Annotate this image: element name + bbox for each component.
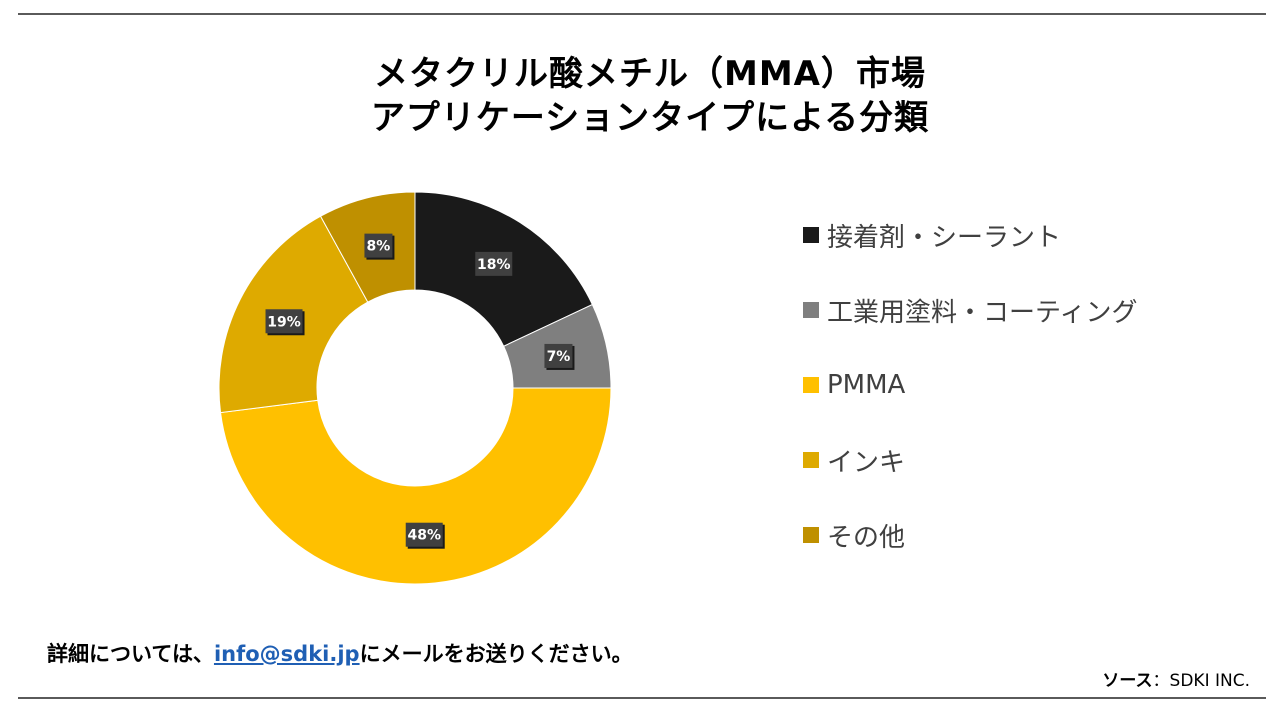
legend-label: その他 — [827, 522, 906, 553]
data-label-box — [475, 251, 513, 276]
contact-prefix: 詳細については、 — [47, 642, 214, 666]
chart-title-line2: アプリケーションタイプによる分類 — [370, 98, 930, 138]
legend-label: 接着剤・シーラント — [827, 222, 1062, 253]
data-label-box — [265, 309, 303, 334]
legend-label: 工業用塗料・コーティング — [827, 297, 1138, 328]
donut-chart: 18% 7% 48% 19% 8% — [218, 191, 612, 585]
data-label-text: 8% — [367, 239, 391, 255]
data-label-adhesives: 18% — [475, 251, 515, 278]
legend-item-ink: インキ — [803, 441, 1137, 479]
data-label-box — [544, 343, 573, 368]
contact-suffix: にメールをお送りください。 — [359, 642, 633, 666]
contact-note: 詳細については、info@sdki.jpにメールをお送りください。 — [47, 638, 633, 668]
source-credit: ソース：SDKI INC. — [1102, 666, 1250, 691]
legend-swatch — [803, 527, 819, 543]
source-value: ：SDKI INC. — [1152, 671, 1250, 691]
legend-item-other: その他 — [803, 516, 1137, 554]
data-label-text: 18% — [477, 257, 511, 273]
slice-pmma — [219, 387, 612, 585]
legend-label: PMMA — [827, 370, 906, 400]
bottom-divider — [18, 697, 1266, 699]
legend-swatch — [803, 227, 819, 243]
legend-label: インキ — [827, 447, 906, 478]
data-label-other: 8% — [364, 233, 395, 260]
data-label-coatings: 7% — [544, 343, 575, 370]
source-label: ソース — [1102, 671, 1153, 691]
data-label-box — [405, 522, 443, 547]
top-divider — [18, 13, 1266, 15]
legend-item-adhesives: 接着剤・シーラント — [803, 216, 1137, 254]
legend-item-pmma: PMMA — [803, 366, 1137, 404]
legend-swatch — [803, 452, 819, 468]
chart-title-line1: メタクリル酸メチル（MMA）市場 — [374, 54, 926, 94]
data-label-box — [364, 233, 393, 258]
legend-swatch — [803, 302, 819, 318]
chart-legend: 接着剤・シーラント 工業用塗料・コーティング PMMA インキ その他 — [803, 216, 1137, 591]
legend-item-coatings: 工業用塗料・コーティング — [803, 291, 1137, 329]
data-label-ink: 19% — [265, 309, 305, 336]
data-label-text: 48% — [407, 528, 441, 544]
data-label-pmma: 48% — [405, 522, 445, 549]
email-link[interactable]: info@sdki.jp — [213, 642, 360, 666]
legend-swatch — [803, 377, 819, 393]
chart-title: メタクリル酸メチル（MMA）市場 アプリケーションタイプによる分類 — [0, 52, 1280, 140]
data-label-text: 7% — [547, 349, 571, 365]
data-label-text: 19% — [267, 314, 301, 330]
